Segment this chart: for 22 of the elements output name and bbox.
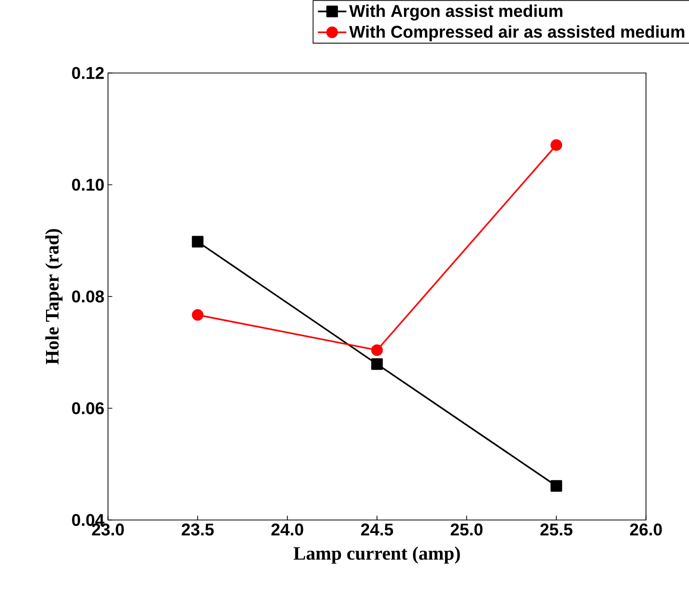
y-tick-label: 0.12 (72, 66, 104, 80)
x-tick-label: 25.0 (450, 524, 482, 536)
y-tick-label: 0.06 (72, 402, 104, 414)
x-tick-label: 24.0 (271, 524, 304, 536)
point (192, 309, 204, 321)
point (371, 358, 383, 370)
x-tick-label: 26.0 (630, 524, 662, 536)
y-tick-label: 0.10 (72, 178, 104, 191)
x-tick-label: 23.5 (182, 524, 214, 536)
legend-label: With Argon assist medium (349, 4, 562, 20)
point (550, 139, 562, 151)
x-tick-label: 23.0 (92, 524, 124, 536)
point (550, 480, 562, 492)
point (371, 344, 383, 356)
y-tick-label: 0.08 (72, 290, 104, 303)
x-axis-title: Lamp current (amp) (294, 546, 460, 564)
y-tick-label: 0.04 (72, 514, 104, 526)
x-tick-label: 25.5 (540, 524, 572, 536)
x-tick-label: 24.5 (361, 524, 394, 536)
point (192, 236, 204, 248)
legend-label: With Compressed air as assisted medium (349, 25, 684, 42)
y-axis-title: Hole Taper (rad) (45, 229, 63, 364)
